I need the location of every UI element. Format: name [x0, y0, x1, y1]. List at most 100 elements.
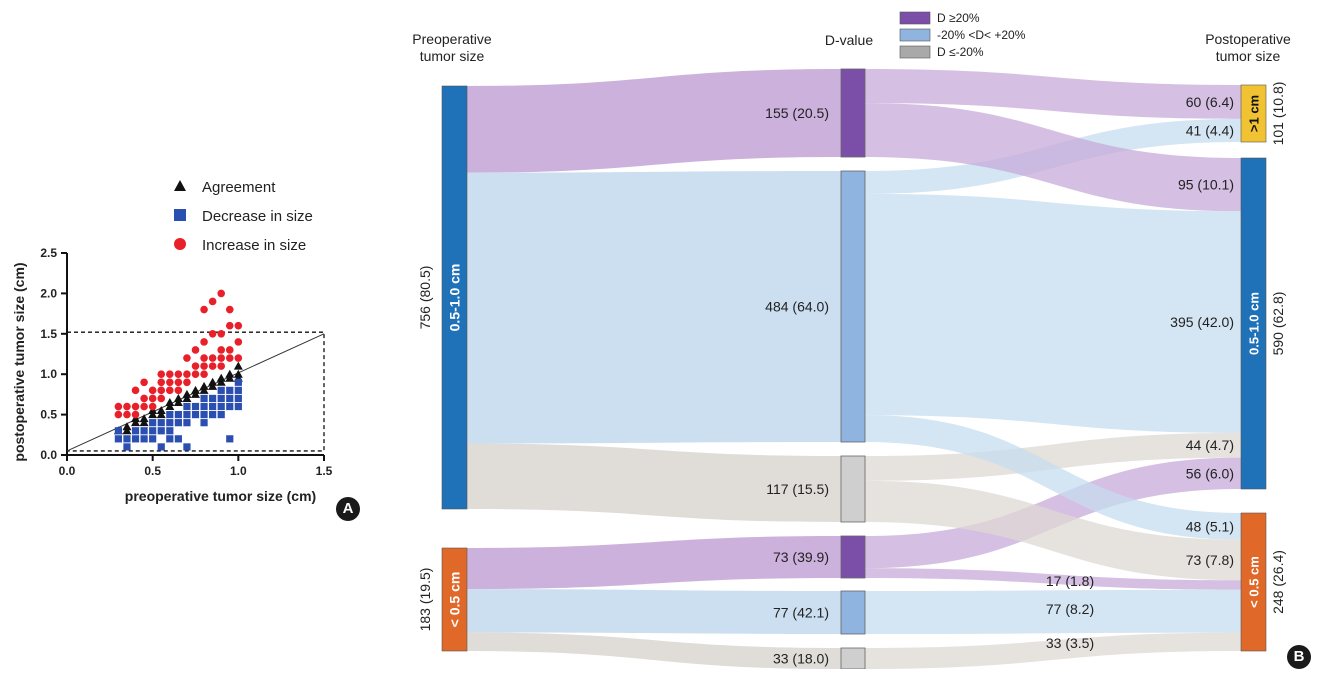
point-agreement	[191, 385, 200, 394]
right-node-label: >1 cm	[1247, 95, 1262, 132]
point-increase	[191, 362, 200, 370]
middle-node-label: 77 (42.1)	[773, 605, 829, 621]
y-tick-label: 0.0	[40, 448, 57, 462]
point-increase	[200, 362, 208, 370]
point-increase	[208, 330, 217, 338]
point-increase	[208, 297, 217, 306]
right-node-post_small	[1240, 512, 1267, 652]
legend-label: Decrease in size	[202, 208, 313, 225]
scatter-plot: Agreement Decrease in size Increase in siz…	[11, 179, 333, 504]
point-agreement	[225, 369, 235, 378]
header-left-line1: Preoperative	[412, 31, 492, 47]
point-increase	[183, 378, 191, 387]
flow-label: 56 (6.0)	[1186, 465, 1234, 481]
point-increase	[234, 338, 243, 346]
middle-node-label: 484 (64.0)	[765, 299, 829, 315]
right-node-post_mid	[1240, 157, 1267, 490]
point-increase	[200, 354, 208, 362]
panel-a-badge: A	[336, 497, 360, 521]
point-decrease	[209, 411, 217, 419]
point-increase	[200, 305, 208, 314]
point-increase	[217, 362, 225, 370]
point-agreement	[182, 389, 192, 398]
x-tick-label: 1.5	[316, 464, 333, 478]
point-agreement	[122, 422, 132, 431]
point-increase	[183, 370, 191, 379]
point-decrease	[234, 394, 242, 403]
point-increase	[140, 394, 148, 403]
point-decrease	[174, 435, 182, 443]
legend-label: Increase in size	[202, 237, 306, 254]
point-increase	[174, 370, 183, 379]
flow-right-mid_down-post_small	[865, 480, 1241, 581]
point-agreement	[139, 418, 149, 427]
flow-right-mid_down-post_mid	[865, 432, 1241, 481]
point-agreement	[208, 381, 218, 390]
flow-left-small_up	[467, 536, 841, 590]
point-decrease	[157, 443, 165, 451]
point-decrease	[200, 394, 208, 403]
flow-label: 395 (42.0)	[1170, 314, 1234, 330]
point-increase	[157, 378, 166, 387]
point-increase	[140, 378, 148, 387]
middle-node-label: 33 (18.0)	[773, 651, 829, 667]
point-increase	[234, 321, 243, 330]
middle-node-label: 73 (39.9)	[773, 549, 829, 565]
point-increase	[157, 386, 166, 395]
point-increase	[131, 402, 140, 411]
point-decrease	[140, 435, 148, 443]
point-increase	[131, 410, 140, 419]
flow-right-mid_up-post_mid	[865, 103, 1241, 212]
point-agreement	[216, 373, 226, 382]
y-tick-label: 2.5	[40, 246, 57, 260]
legend-marker-agreement	[174, 180, 186, 191]
middle-node-label: 117 (15.5)	[766, 481, 829, 497]
y-tick-label: 1.5	[40, 327, 57, 341]
point-agreement	[191, 389, 200, 398]
point-decrease	[226, 386, 234, 394]
point-increase	[157, 394, 166, 403]
point-decrease	[157, 419, 165, 427]
point-increase	[183, 354, 191, 362]
flow-right-small_same-post_small	[865, 589, 1241, 634]
point-decrease	[166, 419, 174, 427]
left-node-pre_small	[441, 547, 468, 652]
point-increase	[217, 289, 225, 298]
point-decrease	[174, 419, 182, 427]
point-increase	[148, 386, 157, 395]
right-node-count: 590 (62.8)	[1270, 292, 1286, 356]
flow-label: 77 (8.2)	[1046, 601, 1094, 617]
point-increase	[225, 354, 234, 362]
point-agreement	[122, 426, 132, 435]
middle-node-mid_down	[840, 455, 866, 523]
point-increase	[123, 402, 131, 411]
point-decrease	[234, 386, 242, 394]
point-agreement	[225, 373, 235, 382]
point-decrease	[217, 402, 225, 411]
middle-node-small_up	[840, 535, 866, 579]
point-increase	[225, 346, 234, 354]
flow-right-mid_same-post_mid	[865, 193, 1241, 433]
point-decrease	[149, 427, 157, 435]
y-tick-label: 1.0	[40, 367, 57, 381]
point-increase	[166, 378, 174, 387]
point-decrease	[200, 402, 208, 411]
point-agreement	[208, 377, 218, 386]
flow-left-small_same	[467, 589, 841, 634]
right-node-post_large	[1240, 84, 1267, 143]
point-agreement	[165, 402, 175, 411]
point-decrease	[217, 411, 225, 419]
flow-left-small_down	[467, 632, 841, 669]
middle-node-mid_same	[840, 170, 866, 443]
flow-right-small_up-post_small	[865, 568, 1241, 590]
right-node-count: 248 (26.4)	[1270, 550, 1286, 614]
point-agreement	[199, 381, 209, 390]
y-axis-title: postoperative tumor size (cm)	[11, 262, 27, 461]
point-decrease	[149, 419, 157, 427]
point-increase	[200, 370, 208, 379]
point-increase	[166, 386, 174, 395]
point-increase	[191, 370, 200, 379]
x-tick-label: 0.5	[144, 464, 161, 478]
point-decrease	[123, 443, 131, 451]
point-decrease	[149, 435, 157, 443]
